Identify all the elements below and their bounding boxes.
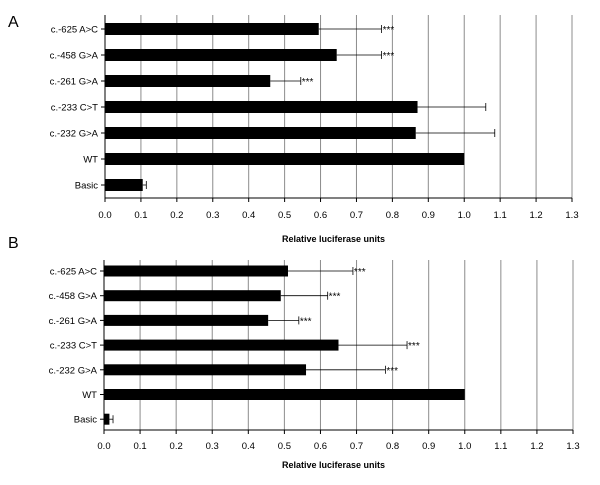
x-tick-label: 0.7 (350, 441, 363, 452)
significance-label: *** (354, 267, 366, 278)
x-tick-label: 0.5 (278, 210, 291, 221)
bar (104, 314, 269, 326)
x-tick-label: 1.1 (494, 441, 507, 452)
x-tick-label: 0.9 (422, 210, 435, 221)
significance-label: *** (302, 77, 314, 88)
x-axis-label: Relative luciferase units (282, 460, 385, 470)
x-tick-label: 1.2 (530, 441, 543, 452)
bar (105, 23, 319, 35)
y-tick-label: c.-625 A>C (51, 25, 98, 36)
y-tick-label: c.-625 A>C (50, 267, 97, 278)
y-tick-label: c.-458 G>A (49, 291, 98, 302)
bar (105, 127, 416, 139)
y-tick-label: WT (83, 155, 98, 166)
panel-label: A (8, 14, 19, 31)
y-tick-label: c.-261 G>A (50, 77, 99, 88)
bar (104, 389, 465, 400)
x-tick-label: 0.5 (278, 441, 291, 452)
x-tick-label: 1.3 (566, 441, 579, 452)
bar (105, 49, 337, 61)
bar (104, 364, 307, 376)
y-tick-label: c.-232 G>A (50, 129, 99, 140)
y-tick-label: c.-233 C>T (50, 341, 97, 352)
y-tick-label: WT (82, 390, 97, 401)
x-tick-label: 0.0 (98, 210, 111, 221)
y-tick-label: c.-232 G>A (49, 365, 98, 376)
bar (105, 179, 143, 191)
x-tick-label: 1.3 (565, 210, 578, 221)
y-tick-label: c.-261 G>A (49, 316, 98, 327)
x-tick-label: 1.0 (458, 441, 471, 452)
significance-label: *** (408, 341, 420, 352)
x-tick-label: 0.1 (133, 441, 146, 452)
chart-panel: B 0.0 0.1 0.2 0.3 0.4 0.5 0.6 0.7 0.8 0.9 1.0 1.1 1.2… (8, 235, 580, 470)
bar (105, 153, 465, 165)
bar (104, 265, 288, 277)
x-tick-label: 1.0 (458, 210, 471, 221)
x-tick-label: 0.8 (386, 441, 399, 452)
y-tick-label: Basic (74, 415, 97, 426)
x-tick-label: 0.0 (97, 441, 110, 452)
significance-label: *** (383, 25, 395, 36)
significance-label: *** (383, 51, 395, 62)
x-tick-label: 0.4 (242, 210, 255, 221)
x-tick-label: 0.8 (386, 210, 399, 221)
x-tick-label: 1.2 (529, 210, 542, 221)
x-tick-label: 0.6 (314, 441, 327, 452)
panel-label: B (8, 235, 19, 252)
x-tick-label: 0.3 (206, 441, 219, 452)
bar (105, 101, 418, 113)
x-tick-label: 1.1 (494, 210, 507, 221)
significance-label: *** (386, 366, 398, 377)
x-tick-label: 0.4 (242, 441, 255, 452)
bar (104, 290, 281, 302)
x-axis-label: Relative luciferase units (282, 234, 385, 244)
bar (104, 339, 339, 351)
significance-label: *** (300, 316, 312, 327)
chart-panel: A 0.0 0.1 0.2 0.3 0.4 0.5 0.6 0.7 0.8 0.9 1.0 1.1 1.2… (8, 14, 579, 244)
x-tick-label: 0.2 (170, 441, 183, 452)
x-tick-label: 0.7 (350, 210, 363, 221)
x-tick-label: 0.1 (134, 210, 147, 221)
bar (104, 413, 110, 425)
y-tick-label: c.-233 C>T (51, 103, 98, 114)
bar (105, 75, 271, 87)
x-tick-label: 0.3 (206, 210, 219, 221)
x-tick-label: 0.6 (314, 210, 327, 221)
x-tick-label: 0.2 (170, 210, 183, 221)
significance-label: *** (329, 292, 341, 303)
x-tick-label: 0.9 (422, 441, 435, 452)
y-tick-label: c.-458 G>A (50, 51, 99, 62)
y-tick-label: Basic (75, 181, 98, 192)
